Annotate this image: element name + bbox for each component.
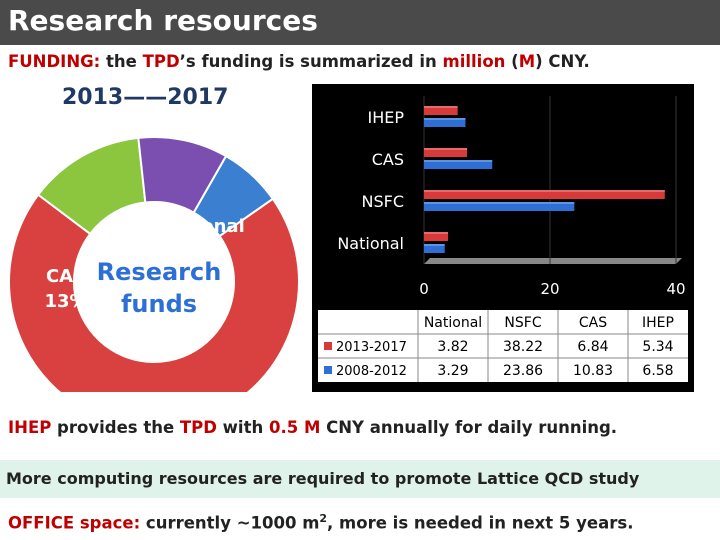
donut-hole — [75, 203, 233, 361]
y-tick-label: National — [337, 234, 404, 253]
x-tick-label: 0 — [419, 280, 429, 298]
bar-2013-2017-cas — [424, 148, 468, 157]
bar-highlight — [424, 202, 575, 204]
line3-text-2: with — [216, 418, 269, 437]
ihep-running-line: IHEP provides the TPD with 0.5 M CNY ann… — [8, 418, 617, 437]
donut-slice-nsfc — [8, 193, 300, 428]
bar-highlight — [424, 106, 458, 108]
donut-title: 2013——2017 — [62, 85, 228, 110]
donut-label-national: National — [159, 216, 244, 237]
computing-band: More computing resources are required to… — [0, 460, 720, 498]
donut-center-label-2: funds — [121, 290, 197, 318]
bar-highlight — [424, 190, 665, 192]
funding-text-4: ) CNY. — [535, 52, 590, 71]
bar-highlight — [424, 118, 466, 120]
table-cell: 6.58 — [642, 363, 673, 379]
table-cell: 10.83 — [573, 363, 613, 379]
table-cell: 3.29 — [437, 363, 468, 379]
donut-label-ihep: IHEP — [102, 216, 149, 237]
bar-2013-2017-national — [424, 232, 449, 241]
line3-text-1: provides the — [51, 418, 180, 437]
office-line: OFFICE space: currently ~1000 m2, more i… — [8, 512, 633, 533]
bar-2008-2012-national — [424, 244, 445, 253]
donut-chart-container: 2013——2017ResearchfundsNSFC70%CAS13%IHEP… — [6, 82, 306, 473]
table-cell: 3.82 — [437, 339, 468, 355]
table-header: NSFC — [504, 315, 541, 331]
bar-chart: 0 20 40 IHEP CAS NSFC National National NSFC CAS I… — [318, 96, 688, 382]
office-text-1: currently ~1000 m — [140, 513, 320, 533]
funding-label: FUNDING: — [8, 52, 101, 71]
bar-highlight — [424, 148, 468, 150]
bar-2008-2012-nsfc — [424, 202, 575, 211]
table-header: National — [424, 315, 482, 331]
donut-value-national: 7% — [187, 243, 218, 264]
slide-title-bar: Research resources — [0, 0, 720, 45]
table-cell: 6.84 — [577, 339, 608, 355]
funding-text-1: the — [100, 52, 143, 71]
bar-highlight — [424, 232, 449, 234]
donut-value-cas: 13% — [44, 291, 87, 312]
donut-label-cas: CAS — [46, 266, 86, 287]
office-label: OFFICE space: — [8, 513, 141, 533]
table-row-label: 2013-2017 — [336, 340, 407, 355]
donut-chart: 2013——2017ResearchfundsNSFC70%CAS13%IHEP… — [8, 85, 300, 473]
table-header: CAS — [579, 315, 607, 331]
table-cell: 38.22 — [503, 339, 543, 355]
funding-text-2: ’s funding is summarized in — [179, 52, 443, 71]
line3-text-3: CNY annually for daily running. — [320, 418, 618, 437]
plot-floor — [424, 258, 682, 264]
table-header: IHEP — [642, 315, 674, 331]
bar-2013-2017-ihep — [424, 106, 458, 115]
funding-m: M — [518, 52, 536, 71]
bar-2013-2017-nsfc — [424, 190, 665, 199]
legend-swatch-2013-2017 — [324, 342, 332, 350]
table-cell: 23.86 — [503, 363, 543, 379]
x-tick-label: 40 — [666, 280, 685, 298]
y-tick-label: IHEP — [367, 108, 404, 127]
office-text-2: , more is needed in next 5 years. — [327, 513, 634, 533]
donut-value-ihep: 10% — [104, 243, 147, 264]
donut-slice-national — [192, 154, 275, 238]
legend-swatch-2008-2012 — [324, 366, 332, 374]
funding-tpd: TPD — [142, 52, 180, 71]
funding-line: FUNDING: the TPD’s funding is summarized… — [8, 52, 590, 71]
x-tick-label: 20 — [540, 280, 559, 298]
bar-2008-2012-cas — [424, 160, 493, 169]
data-table — [318, 310, 688, 382]
y-tick-label: CAS — [372, 150, 404, 169]
table-cell: 5.34 — [642, 339, 673, 355]
slide-title: Research resources — [8, 4, 318, 37]
office-superscript: 2 — [319, 512, 328, 525]
funding-million: million — [442, 52, 506, 71]
line3-amount: 0.5 M — [268, 418, 321, 437]
bar-highlight — [424, 244, 445, 246]
bar-highlight — [424, 160, 493, 162]
bar-2008-2012-ihep — [424, 118, 466, 127]
computing-line: More computing resources are required to… — [6, 469, 640, 488]
line3-tpd: TPD — [179, 418, 217, 437]
funding-text-3: ( — [505, 52, 519, 71]
line3-ihep: IHEP — [8, 418, 52, 437]
y-tick-label: NSFC — [362, 192, 405, 211]
table-row-label: 2008-2012 — [336, 364, 407, 379]
bar-chart-container: 0 20 40 IHEP CAS NSFC National National NSFC CAS I… — [312, 84, 694, 392]
donut-center-label-1: Research — [97, 258, 222, 286]
